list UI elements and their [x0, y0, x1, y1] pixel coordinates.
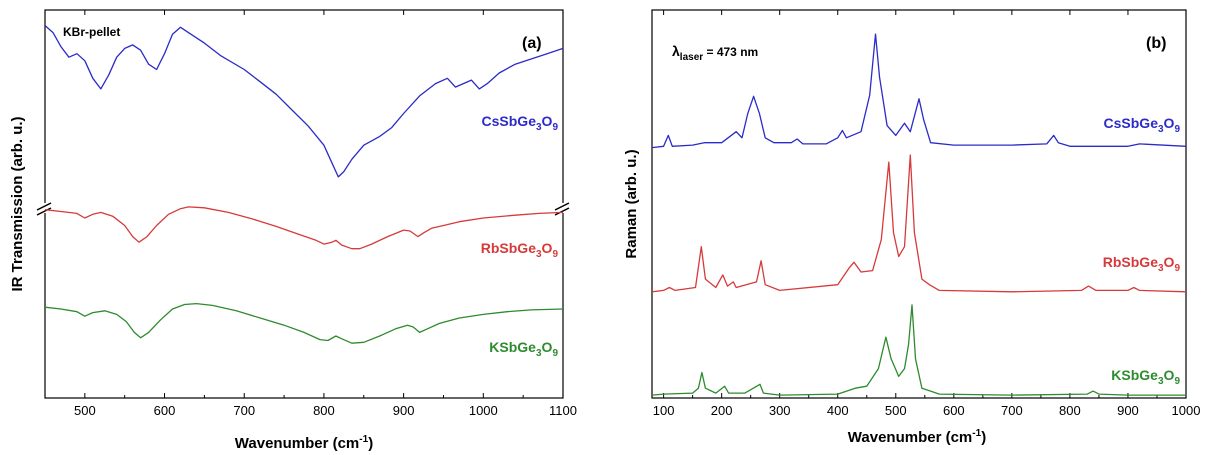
panel-a-tick-label-800: 800: [313, 403, 335, 418]
panel-a-series-label-RbSbGe3O9: RbSbGe3O9: [481, 240, 559, 260]
panel-b-raman-chart: 100 200 300 400 500 600 700 800 900 1000 (b) λlas…: [623, 9, 1201, 446]
series-label-part: 3: [536, 348, 542, 359]
panel-a-tick-label-900: 900: [393, 403, 415, 418]
panel-b-tick-label-600: 600: [943, 403, 965, 418]
series-label-part: 9: [1174, 376, 1180, 387]
series-label-part: 3: [1158, 376, 1164, 387]
series-label-part: 3: [1158, 263, 1164, 274]
panel-a-series-line-RbSbGe3O9: [44, 206, 564, 250]
panel-a-xlabel: Wavenumber (cm-1): [235, 434, 373, 452]
panel-b-series-line-KSbGe3O9: [651, 304, 1186, 396]
series-label-part: KSbGe: [489, 339, 536, 355]
panel-a-tick-label-1100: 1100: [549, 403, 577, 418]
panel-a-xlabel-main: Wavenumber (cm: [235, 435, 359, 452]
panel-b-annotation-lambda: λ: [672, 43, 680, 59]
series-label-part: 3: [536, 249, 542, 260]
panel-b-series-label-CsSbGe3O9: CsSbGe3O9: [1104, 115, 1181, 135]
series-label-part: 3: [536, 122, 542, 133]
panel-a-tick-label-600: 600: [154, 403, 176, 418]
series-label-part: O: [542, 339, 553, 355]
series-label-part: O: [1164, 254, 1175, 270]
panel-a-series: [44, 25, 564, 344]
series-label-part: O: [1164, 115, 1175, 131]
panel-b-ylabel: Raman (arb. u.): [623, 149, 640, 258]
panel-a-frame: [44, 9, 564, 399]
panel-a-series-line-CsSbGe3O9: [44, 25, 564, 178]
panel-a-tick-label-700: 700: [233, 403, 255, 418]
panel-a-series-label-KSbGe3O9: KSbGe3O9: [489, 339, 558, 359]
series-label-part: CsSbGe: [482, 113, 537, 129]
panel-a-xlabel-sup: -1: [359, 434, 368, 445]
panel-a-annotation: KBr-pellet: [63, 25, 120, 39]
panel-b-xlabel-sup: -1: [972, 428, 981, 439]
axis-break-left: [36, 202, 52, 216]
panel-b-tick-label-400: 400: [827, 403, 849, 418]
panel-b-series-label-KSbGe3O9: KSbGe3O9: [1111, 367, 1180, 387]
series-label-part: RbSbGe: [481, 240, 536, 256]
panel-b-xlabel-end: ): [981, 429, 986, 446]
series-label-part: O: [1164, 367, 1175, 383]
panel-b-tick-label-200: 200: [711, 403, 733, 418]
panel-a-series-label-CsSbGe3O9: CsSbGe3O9: [482, 113, 559, 133]
panel-b-label: (b): [1146, 35, 1166, 52]
panel-b-tick-label-1000: 1000: [1172, 403, 1201, 418]
panel-a-ylabel: IR Transmission (arb. u.): [9, 116, 26, 291]
panel-b-annotation-rest: = 473 nm: [703, 45, 758, 59]
series-label-part: RbSbGe: [1103, 254, 1158, 270]
panel-b-series-label-RbSbGe3O9: RbSbGe3O9: [1103, 254, 1181, 274]
panel-b-tick-label-300: 300: [769, 403, 791, 418]
series-label-part: 9: [552, 348, 558, 359]
panel-b-annotation: λlaser = 473 nm: [672, 43, 758, 63]
axis-break-right: [554, 202, 570, 216]
series-label-part: O: [542, 240, 553, 256]
panel-a-tick-label-1000: 1000: [469, 403, 498, 418]
series-label-part: CsSbGe: [1104, 115, 1159, 131]
panel-b-tick-label-700: 700: [1001, 403, 1023, 418]
panel-b-xlabel-main: Wavenumber (cm: [848, 429, 972, 446]
series-label-part: O: [542, 113, 553, 129]
panel-b-series-line-CsSbGe3O9: [651, 33, 1187, 149]
panel-b-tick-label-100: 100: [653, 403, 675, 418]
panel-a-tick-label-500: 500: [74, 403, 96, 418]
series-label-part: 9: [552, 249, 558, 260]
panel-b-series: [651, 33, 1187, 396]
panel-b-x-ticks: 100 200 300 400 500 600 700 800 900 1000: [653, 10, 1201, 418]
panel-b-tick-label-500: 500: [885, 403, 907, 418]
series-label-part: 9: [1174, 263, 1180, 274]
panel-b-tick-label-900: 900: [1117, 403, 1139, 418]
panel-a-x-ticks: 500 600 700 800 900 1000 1100: [74, 10, 577, 418]
series-label-part: 3: [1158, 124, 1164, 135]
panel-b-xlabel: Wavenumber (cm-1): [848, 428, 986, 446]
series-label-part: 9: [1174, 124, 1180, 135]
panel-b-series-line-RbSbGe3O9: [651, 154, 1187, 293]
panel-b-tick-label-800: 800: [1059, 403, 1081, 418]
panel-a-series-line-KSbGe3O9: [44, 302, 564, 344]
panel-a-ir-chart: 500 600 700 800 900 1000 1100 (a) KBr-pellet W…: [9, 9, 577, 452]
series-label-part: 9: [552, 122, 558, 133]
panel-b-annotation-sub: laser: [680, 52, 703, 63]
panel-b-frame: [651, 9, 1187, 399]
panel-a-label: (a): [522, 35, 542, 52]
panel-a-xlabel-end: ): [368, 435, 373, 452]
series-label-part: KSbGe: [1111, 367, 1158, 383]
